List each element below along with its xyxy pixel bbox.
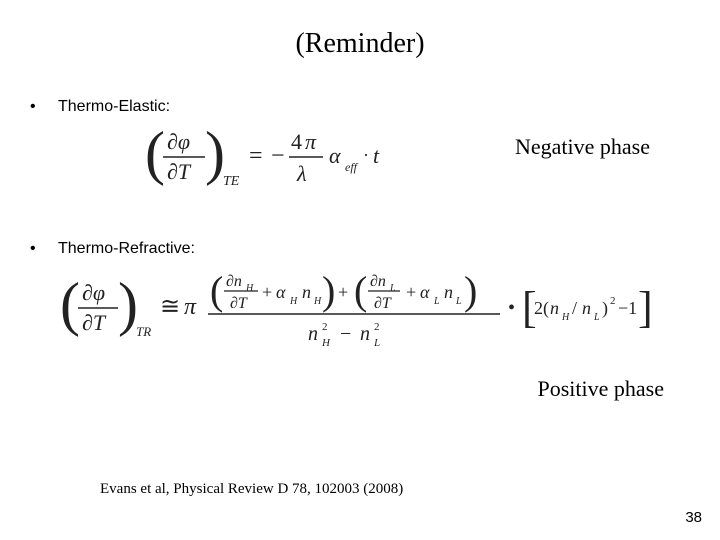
svg-text:·: · bbox=[363, 145, 369, 165]
svg-text:H: H bbox=[313, 296, 322, 307]
svg-text:∂n: ∂n bbox=[370, 273, 386, 290]
svg-text:2: 2 bbox=[610, 295, 616, 307]
svg-text:n: n bbox=[308, 323, 318, 345]
svg-text:4: 4 bbox=[291, 129, 302, 154]
bullet-thermo-refractive: • Thermo-Refractive: bbox=[0, 240, 720, 258]
svg-text:eff: eff bbox=[345, 160, 359, 174]
equation-tr-zone: ( ∂φ ∂T ) TR ≅ π ( bbox=[0, 264, 720, 384]
svg-text:≅: ≅ bbox=[160, 294, 180, 320]
equation-te-zone: ( ∂φ ∂T ) TE = − 4 π λ bbox=[0, 116, 720, 236]
citation-text: Evans et al, Physical Review D 78, 10200… bbox=[100, 481, 403, 498]
svg-text:): ) bbox=[205, 121, 225, 186]
svg-text:n: n bbox=[360, 323, 370, 345]
svg-text:+: + bbox=[406, 282, 416, 302]
svg-text:TR: TR bbox=[136, 324, 151, 339]
svg-text:∂n: ∂n bbox=[226, 273, 242, 290]
svg-text:(: ( bbox=[210, 268, 223, 313]
equation-thermo-refractive: ( ∂φ ∂T ) TR ≅ π ( bbox=[60, 264, 652, 359]
svg-text:L: L bbox=[593, 312, 600, 323]
svg-text:∂T: ∂T bbox=[374, 295, 392, 312]
svg-text:π: π bbox=[184, 294, 197, 320]
svg-text:−: − bbox=[340, 323, 351, 345]
svg-text:α: α bbox=[276, 282, 286, 302]
svg-text:/: / bbox=[572, 298, 577, 318]
svg-text:2: 2 bbox=[374, 321, 380, 333]
bullet-te-label: Thermo-Elastic: bbox=[58, 98, 720, 116]
svg-text:H: H bbox=[321, 337, 331, 349]
svg-text:n: n bbox=[302, 282, 311, 302]
svg-text:TE: TE bbox=[223, 174, 240, 189]
svg-text:L: L bbox=[373, 337, 380, 349]
svg-text:2: 2 bbox=[322, 321, 328, 333]
svg-text:2(: 2( bbox=[534, 298, 549, 319]
svg-text:n: n bbox=[444, 282, 453, 302]
svg-text:): ) bbox=[118, 271, 138, 337]
svg-text:∂φ: ∂φ bbox=[82, 280, 105, 305]
svg-text:(: ( bbox=[145, 121, 165, 186]
bullet-thermo-elastic: • Thermo-Elastic: bbox=[0, 98, 720, 116]
svg-text:(: ( bbox=[354, 268, 367, 313]
svg-text:H: H bbox=[561, 312, 570, 323]
svg-text:L: L bbox=[389, 283, 396, 294]
svg-text:n: n bbox=[582, 298, 591, 318]
svg-text:∂φ: ∂φ bbox=[167, 129, 190, 154]
svg-text:n: n bbox=[550, 298, 559, 318]
svg-text:λ: λ bbox=[296, 161, 307, 186]
svg-text:α: α bbox=[420, 282, 430, 302]
svg-text:): ) bbox=[602, 298, 608, 319]
bullet-dot-icon: • bbox=[30, 240, 58, 258]
svg-text:+: + bbox=[262, 282, 272, 302]
equation-thermo-elastic: ( ∂φ ∂T ) TE = − 4 π λ bbox=[145, 121, 405, 198]
negative-phase-label: Negative phase bbox=[515, 134, 650, 160]
slide: (Reminder) • Thermo-Elastic: ( ∂φ ∂T ) T… bbox=[0, 0, 720, 540]
svg-text:•: • bbox=[508, 297, 515, 319]
svg-text:∂T: ∂T bbox=[167, 159, 192, 184]
svg-text:=: = bbox=[249, 143, 263, 169]
svg-text:π: π bbox=[305, 129, 317, 154]
svg-text:−1: −1 bbox=[618, 298, 637, 318]
svg-text:∂T: ∂T bbox=[82, 310, 107, 335]
bullet-dot-icon: • bbox=[30, 98, 58, 116]
svg-text:∂T: ∂T bbox=[230, 295, 248, 312]
svg-text:+: + bbox=[338, 282, 348, 302]
svg-text:H: H bbox=[289, 296, 298, 307]
svg-text:L: L bbox=[433, 296, 440, 307]
svg-text:t: t bbox=[373, 143, 380, 168]
svg-text:): ) bbox=[464, 268, 477, 313]
bullet-tr-label: Thermo-Refractive: bbox=[58, 240, 720, 258]
positive-phase-label: Positive phase bbox=[538, 376, 665, 402]
page-number: 38 bbox=[685, 509, 702, 526]
svg-text:): ) bbox=[322, 268, 335, 313]
svg-text:(: ( bbox=[60, 271, 80, 337]
svg-text:α: α bbox=[329, 143, 341, 168]
svg-text:]: ] bbox=[638, 283, 652, 332]
svg-text:H: H bbox=[245, 283, 254, 294]
slide-title: (Reminder) bbox=[0, 0, 720, 80]
svg-text:L: L bbox=[455, 296, 462, 307]
svg-text:−: − bbox=[271, 143, 285, 169]
